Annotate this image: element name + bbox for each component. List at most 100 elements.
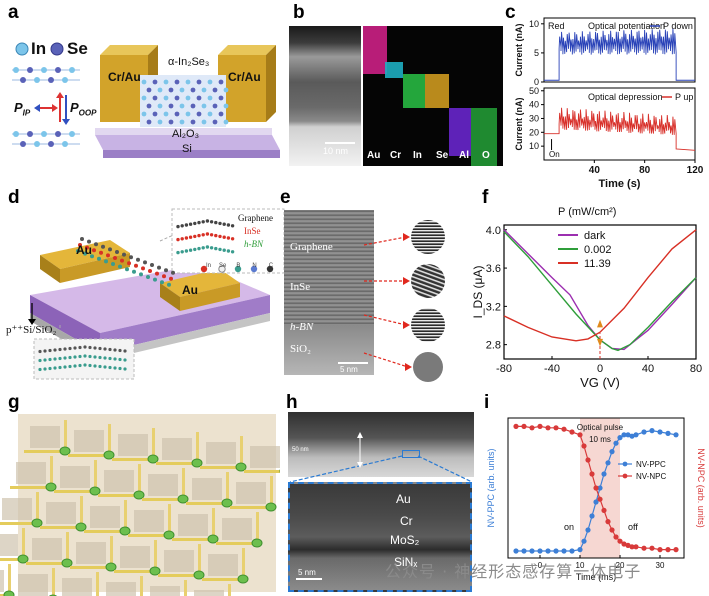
eds-map — [363, 26, 503, 166]
i-point-NV-PPC — [609, 449, 615, 455]
substrate-inset-atom — [73, 364, 77, 368]
zoom-lines — [289, 432, 473, 483]
bit-line — [36, 492, 39, 526]
i-point-NV-NPC — [657, 547, 663, 553]
substrate-inset-atom — [118, 366, 122, 371]
lattice-atom — [196, 95, 202, 101]
stack-atom — [139, 272, 143, 277]
layer-sinx: SiNₓ — [394, 555, 418, 569]
i-legend-NV-NPC: NV-NPC — [636, 472, 666, 481]
cell-well — [74, 430, 104, 452]
stack-atom — [90, 254, 94, 259]
inset-atom — [209, 233, 214, 237]
inset-atom — [222, 222, 226, 226]
substrate-inset-atom — [78, 363, 82, 368]
inset-atom — [214, 246, 218, 251]
i-point-NV-PPC — [605, 460, 611, 466]
lattice-atom — [141, 111, 147, 117]
inset-atom — [218, 234, 222, 239]
memory-cell-icon — [149, 566, 161, 576]
word-line — [84, 530, 128, 533]
memory-cell-icon — [75, 522, 87, 532]
chart-c-top-frame — [543, 17, 696, 83]
inset-atom — [188, 235, 193, 239]
inset-atom — [193, 221, 197, 226]
substrate-inset-atom — [113, 366, 117, 370]
inset-atom — [230, 250, 235, 254]
substrate-inset-atom — [98, 346, 102, 351]
substrate-inset-atom — [38, 349, 42, 354]
inset-atom — [184, 249, 189, 253]
i-ylabel-right: NV-NPC (arb. units) — [696, 448, 706, 528]
lattice-atom — [212, 119, 218, 125]
substrate-label: p⁺⁺Si/SiO₂ — [6, 324, 57, 336]
stack-atom — [87, 239, 91, 244]
stack-atom — [162, 274, 166, 279]
lattice-atom — [163, 111, 169, 117]
inset-graphene: Graphene — [238, 213, 273, 223]
cell-well — [178, 514, 208, 536]
substrate-inset-atom — [123, 349, 127, 353]
word-line — [70, 566, 114, 569]
c-bottom-ytick: 20 — [529, 127, 539, 137]
substrate-inset-atom — [58, 356, 62, 361]
panel-label-e: e — [280, 187, 291, 208]
panel-c: c 0 5 10 Red Optical potentiation P down 10 20 3… — [500, 0, 709, 190]
i-point-NV-PPC — [589, 513, 595, 519]
au-pad-right — [160, 269, 240, 297]
inset-atom — [188, 222, 193, 226]
stack-atom — [167, 282, 171, 287]
electrode-left-label: Cr/Au — [108, 70, 141, 84]
memory-cell-icon — [193, 570, 205, 580]
lattice-atom — [196, 79, 202, 85]
c-top-legend-red: Red — [548, 21, 565, 31]
word-line — [142, 498, 186, 501]
lattice-atom — [157, 103, 163, 109]
bit-line — [22, 528, 25, 562]
i-xtick: 10 — [576, 561, 585, 570]
i-point-NV-NPC — [561, 426, 567, 432]
cell-well — [194, 590, 224, 596]
substrate-inset-atom — [63, 365, 67, 369]
substrate-inset-atom — [103, 356, 107, 360]
word-line — [24, 450, 68, 453]
lattice-atom — [146, 87, 152, 93]
lattice-atoms — [13, 67, 75, 147]
fft-graphene — [411, 220, 445, 254]
bit-line — [242, 548, 245, 582]
stack-atom — [148, 269, 152, 273]
cell-well — [164, 550, 194, 572]
inset-atom — [184, 223, 189, 227]
i-subtitle: 10 ms — [589, 435, 611, 444]
panel-a: a — [0, 0, 285, 178]
inset-atom — [176, 237, 180, 242]
i-point-NV-PPC — [617, 435, 623, 441]
substrate-inset-atom — [63, 356, 67, 360]
crossbar-array-illustration — [0, 414, 280, 596]
lattice-atom — [163, 79, 169, 85]
stack-atom — [129, 255, 133, 260]
i-point-NV-NPC — [605, 519, 611, 525]
cell-well — [120, 546, 150, 568]
word-line — [200, 466, 244, 469]
stack-atom — [150, 263, 154, 267]
inset-atom — [180, 224, 184, 228]
i-point-NV-PPC — [537, 548, 543, 554]
bit-line — [152, 428, 155, 462]
stack-atom — [80, 237, 84, 241]
lattice-atom — [141, 79, 147, 85]
i-point-NV-PPC — [581, 538, 587, 544]
p-ip-label: PIP — [14, 100, 31, 118]
eds-label-in: In — [413, 150, 422, 161]
i-point-NV-PPC — [625, 432, 631, 438]
layer-hbn: h-BN — [290, 321, 314, 333]
stack-atom — [141, 266, 145, 271]
f-ytick: 4.0 — [486, 225, 501, 237]
al-map — [449, 108, 471, 156]
lattice-atom — [223, 103, 229, 109]
stack-atom — [160, 280, 164, 285]
lattice-atom — [201, 87, 207, 93]
scale-label-h: 5 nm — [298, 568, 316, 577]
lattice-atom — [218, 111, 224, 117]
stack-atom — [153, 277, 157, 282]
